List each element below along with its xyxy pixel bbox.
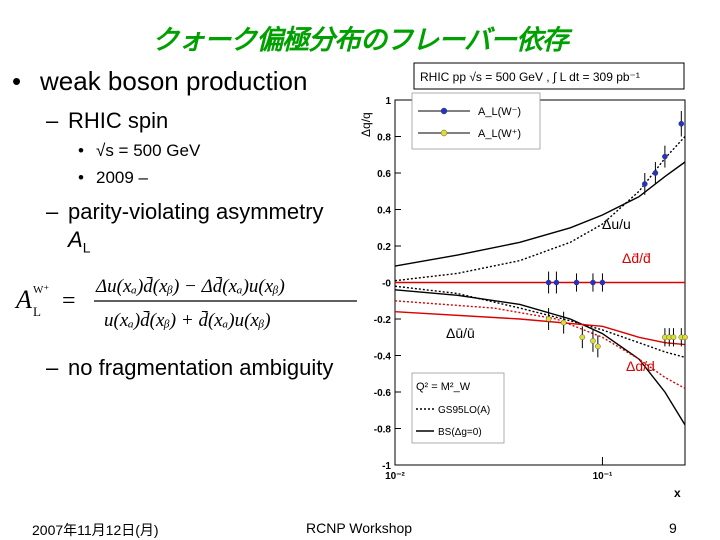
formula-numerator: Δu(xₐ)d̄(xᵦ) − Δd̄(xₐ)u(xᵦ) [95, 276, 285, 297]
bullet-main-text: weak boson production [40, 66, 308, 96]
footer-venue: RCNP Workshop [306, 520, 413, 536]
curve-label-dbar: Δd̄/d̄ [622, 250, 651, 266]
data-point-w-plus [670, 334, 677, 341]
curve-label-dd: Δd/d [626, 358, 655, 374]
sub-sub-bullet-year: • 2009 – [78, 168, 148, 188]
sub2-text: parity-violating asymmetry [68, 199, 324, 224]
dash-symbol: – [46, 108, 59, 133]
x-tick-label: 10⁻¹ [593, 471, 613, 482]
data-point-w-minus [652, 170, 659, 176]
dash-symbol: – [46, 199, 59, 224]
y-tick-label: 0.4 [377, 206, 391, 217]
curve-label-du-u: Δu/u [602, 216, 631, 232]
x-axis-label: x [674, 486, 681, 500]
slide-title: クォーク偏極分布のフレーバー依存 [152, 25, 569, 56]
chart-header: RHIC pp √s = 500 GeV , ∫ L dt = 309 pb⁻¹ [420, 70, 640, 84]
y-tick-label: -0.6 [374, 388, 392, 399]
curve-du_u_dotted [394, 136, 686, 282]
legend-top-box [411, 92, 541, 150]
curve-dd_solid [394, 289, 686, 426]
sub-sub-bullet-energy: • √s = 500 GeV [78, 141, 200, 161]
sub-bullet-asymmetry: – parity-violating asymmetry [46, 199, 324, 225]
sub-bullet-rhic: – RHIC spin [46, 108, 168, 134]
y-tick-label: 1 [385, 96, 391, 107]
chart-header-box [413, 62, 685, 90]
formula-denominator: u(xₐ)d̄(xᵦ) + d̄(xₐ)u(xᵦ) [104, 310, 271, 331]
y-tick-label: -0 [382, 279, 391, 290]
data-point-w-plus [682, 334, 688, 341]
bullet-symbol: • [12, 66, 22, 96]
formula-Wplus: W⁺ [33, 284, 49, 296]
y-tick-label: -0.4 [374, 352, 392, 363]
y-tick-label: 0.6 [377, 169, 391, 180]
data-point-w-plus [595, 343, 601, 350]
legend-marker [440, 107, 448, 115]
energy-text: √s = 500 GeV [96, 141, 201, 160]
data-point-w-minus [599, 279, 606, 286]
year-text: 2009 – [96, 168, 148, 187]
legend-bottom-label: GS95LO(A) [438, 405, 490, 416]
data-point-w-minus [662, 153, 668, 160]
data-point-w-plus [590, 338, 596, 344]
data-point-w-plus [545, 316, 552, 322]
footer-page-number: 9 [669, 520, 677, 536]
data-point-w-plus [579, 334, 586, 341]
dash-symbol: – [46, 355, 59, 380]
legend-q2: Q² = M²_W [416, 381, 471, 393]
data-point-w-plus [560, 319, 567, 326]
legend-entry-label: A_L(W⁻) [478, 106, 521, 118]
data-point-w-minus [678, 120, 685, 127]
formula-L: L [33, 304, 41, 319]
x-tick-label: 10⁻² [385, 471, 405, 482]
bullet-symbol: • [78, 168, 84, 187]
curve-label-ubar: Δū/ū [446, 325, 475, 341]
y-tick-label: -0.8 [374, 425, 392, 436]
data-point-w-minus [590, 279, 596, 286]
legend-entry-label: A_L(W⁺) [478, 128, 521, 140]
sub-bullet-fragmentation: – no fragmentation ambiguity [46, 355, 333, 381]
asymmetry-formula: A L W⁺ = Δu(xₐ)d̄(xᵦ) − Δd̄(xₐ)u(xᵦ) u(x… [14, 276, 357, 331]
y-tick-label: 0.2 [377, 242, 391, 253]
formula-A: A [14, 285, 32, 314]
y-tick-label: 0.8 [377, 133, 391, 144]
data-point-w-minus [553, 279, 560, 286]
y-tick-label: -1 [382, 461, 391, 472]
curve-ubar_red_solid [394, 311, 686, 346]
data-point-w-minus [641, 181, 648, 187]
asymmetry-L: L [82, 239, 91, 256]
curve-du_u_solid [394, 161, 686, 267]
legend-bottom-label: BS(Δg=0) [438, 427, 482, 438]
footer-date: 2007年11月12日(月) [32, 522, 159, 538]
y-tick-label: -0.2 [374, 315, 392, 326]
bullet-symbol: • [78, 141, 84, 160]
curve-ubar_red_dotted [394, 300, 686, 390]
sub3-text: no fragmentation ambiguity [68, 355, 334, 380]
formula-equals: = [62, 288, 76, 314]
asymmetry-symbol: AL [68, 227, 90, 255]
asymmetry-A: A [68, 227, 83, 252]
data-point-w-minus [545, 279, 552, 286]
legend-marker [440, 129, 448, 137]
asymmetry-chart: 1 0.8 0.6 0.4 0.2 -0 -0.2 -0.4 -0.6 -0.8 -110⁻² 10⁻… [360, 55, 720, 505]
data-point-w-minus [573, 279, 580, 286]
curve-dd_dotted [394, 285, 686, 358]
sub1-text: RHIC spin [68, 108, 169, 133]
y-axis-label: Δq/q [360, 112, 373, 137]
bullet-weak-boson: • weak boson production [12, 66, 307, 97]
